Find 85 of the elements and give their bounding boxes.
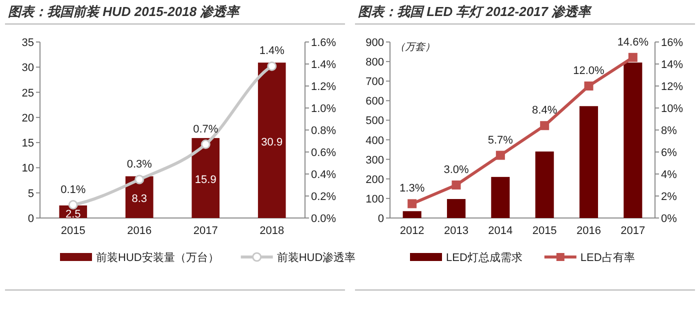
point bbox=[68, 200, 78, 210]
x-tick-label: 2012 bbox=[400, 225, 424, 237]
y-tick-label: 300 bbox=[366, 154, 384, 166]
point bbox=[267, 61, 277, 71]
y2-tick-label: 0.0% bbox=[311, 213, 336, 225]
bar bbox=[535, 152, 554, 218]
y2-tick-label: 2% bbox=[661, 191, 678, 203]
y2-tick-label: 14% bbox=[661, 59, 684, 71]
y-tick-label: 400 bbox=[366, 134, 384, 147]
x-tick-label: 2016 bbox=[576, 225, 601, 237]
y2-tick-label: 1.2% bbox=[311, 81, 336, 93]
y-tick-label: 600 bbox=[366, 96, 384, 108]
y-tick-label: 5 bbox=[28, 188, 34, 200]
y-tick-label: 35 bbox=[22, 37, 34, 49]
point bbox=[540, 121, 550, 130]
y2-tick-label: 0.4% bbox=[311, 169, 336, 181]
y-tick-label: 0 bbox=[378, 213, 384, 225]
point bbox=[496, 150, 505, 160]
chart-title: 图表：我国前装 HUD 2015-2018 渗透率 bbox=[8, 4, 242, 19]
y-tick-label: 20 bbox=[22, 112, 34, 124]
x-tick-label: 2017 bbox=[620, 225, 646, 237]
x-tick-label: 2015 bbox=[532, 225, 557, 237]
y-tick-label: 25 bbox=[22, 87, 34, 100]
y2-tick-label: 12% bbox=[661, 81, 684, 93]
data-label: 12.0% bbox=[573, 65, 605, 77]
y-tick-label: 10 bbox=[22, 162, 34, 175]
point bbox=[584, 82, 594, 90]
point bbox=[200, 140, 210, 150]
bar bbox=[624, 62, 642, 218]
y2-tick-label: 8% bbox=[661, 125, 678, 137]
data-label: 5.7% bbox=[488, 134, 514, 146]
point bbox=[408, 199, 417, 208]
point bbox=[134, 174, 144, 184]
data-label: 14.6% bbox=[617, 36, 649, 48]
data-label: 30.9 bbox=[261, 136, 283, 148]
x-tick-label: 2016 bbox=[127, 225, 152, 237]
data-label: 1.3% bbox=[400, 182, 425, 195]
data-label: 0.1% bbox=[60, 184, 86, 196]
data-label: 3.0% bbox=[444, 164, 469, 176]
bar bbox=[402, 211, 422, 218]
bar bbox=[446, 199, 466, 218]
y2-tick-label: 0.2% bbox=[311, 191, 336, 203]
y-axis-title: （万套） bbox=[395, 41, 435, 53]
bar bbox=[491, 176, 510, 218]
y-tick-label: 100 bbox=[366, 193, 384, 206]
y2-tick-label: 1.0% bbox=[311, 103, 336, 115]
y2-tick-label: 6% bbox=[661, 147, 678, 159]
legend-label: LED灯总成需求 bbox=[446, 251, 522, 264]
y2-tick-label: 0.6% bbox=[311, 147, 336, 159]
data-label: 8.4% bbox=[532, 104, 558, 117]
data-label: 15.9 bbox=[194, 174, 216, 186]
y2-tick-label: 4% bbox=[661, 169, 678, 181]
y2-tick-label: 1.4% bbox=[311, 59, 336, 71]
x-tick-label: 2015 bbox=[60, 225, 86, 237]
y2-tick-label: 16% bbox=[661, 37, 684, 49]
y-tick-label: 200 bbox=[366, 174, 384, 186]
y-tick-label: 15 bbox=[22, 138, 34, 150]
data-label: 8.3 bbox=[132, 193, 148, 206]
chart-title: 图表：我国 LED 车灯 2012-2017 渗透率 bbox=[358, 4, 593, 19]
legend-label: LED占有率 bbox=[580, 251, 635, 264]
y2-tick-label: 0.8% bbox=[311, 125, 336, 137]
y2-tick-label: 1.6% bbox=[311, 37, 336, 49]
y-tick-label: 800 bbox=[366, 56, 384, 69]
point bbox=[452, 180, 461, 190]
x-tick-label: 2014 bbox=[488, 225, 513, 237]
data-label: 2.5 bbox=[65, 208, 81, 220]
y-tick-label: 900 bbox=[366, 37, 384, 49]
bar bbox=[258, 62, 286, 218]
y2-tick-label: 10% bbox=[661, 103, 684, 115]
x-tick-label: 2013 bbox=[444, 225, 468, 237]
x-tick-label: 2018 bbox=[260, 225, 284, 237]
y-tick-label: 0 bbox=[28, 213, 34, 225]
bar bbox=[192, 138, 220, 218]
point bbox=[628, 52, 638, 62]
y-tick-label: 700 bbox=[366, 76, 384, 88]
y-tick-label: 500 bbox=[366, 115, 384, 128]
legend-label: 前装HUD渗透率 bbox=[276, 251, 356, 264]
data-label: 0.3% bbox=[126, 158, 152, 170]
data-label: 1.4% bbox=[259, 45, 285, 58]
data-label: 0.7% bbox=[193, 123, 218, 136]
bar bbox=[579, 106, 598, 218]
x-tick-label: 2017 bbox=[193, 225, 218, 237]
y-tick-label: 30 bbox=[22, 62, 34, 74]
y2-tick-label: 0% bbox=[661, 213, 678, 225]
legend-label: 前装HUD安装量（万台） bbox=[96, 251, 219, 264]
